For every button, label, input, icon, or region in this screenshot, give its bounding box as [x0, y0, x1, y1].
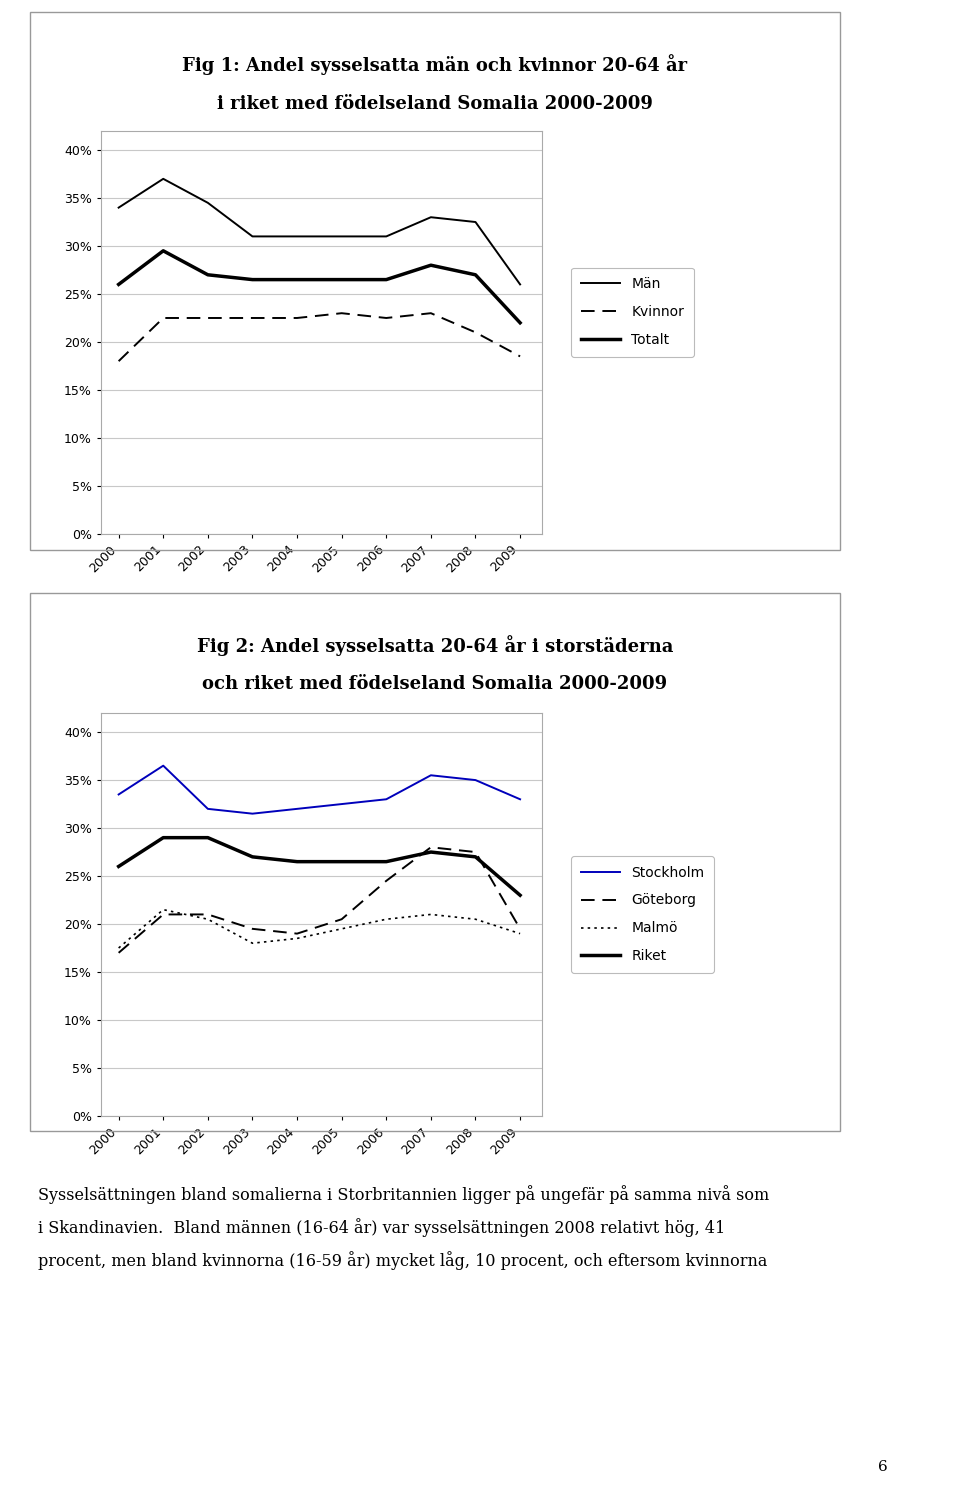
Text: och riket med födelseland Somalia 2000-2009: och riket med födelseland Somalia 2000-2…	[203, 675, 667, 693]
Text: procent, men bland kvinnorna (16-59 år) mycket låg, 10 procent, och eftersom kvi: procent, men bland kvinnorna (16-59 år) …	[38, 1251, 768, 1271]
Text: 6: 6	[878, 1460, 888, 1474]
Text: i Skandinavien.  Bland männen (16-64 år) var sysselsättningen 2008 relativt hög,: i Skandinavien. Bland männen (16-64 år) …	[38, 1218, 726, 1238]
Text: Sysselsättningen bland somalierna i Storbritannien ligger på ungefär på samma ni: Sysselsättningen bland somalierna i Stor…	[38, 1185, 770, 1205]
Legend: Män, Kvinnor, Totalt: Män, Kvinnor, Totalt	[571, 268, 694, 356]
Text: Fig 2: Andel sysselsatta 20-64 år i storstäderna: Fig 2: Andel sysselsatta 20-64 år i stor…	[197, 635, 673, 656]
Legend: Stockholm, Göteborg, Malmö, Riket: Stockholm, Göteborg, Malmö, Riket	[571, 856, 714, 973]
Text: i riket med födelseland Somalia 2000-2009: i riket med födelseland Somalia 2000-200…	[217, 95, 653, 113]
Text: Fig 1: Andel sysselsatta män och kvinnor 20-64 år: Fig 1: Andel sysselsatta män och kvinnor…	[182, 54, 687, 75]
